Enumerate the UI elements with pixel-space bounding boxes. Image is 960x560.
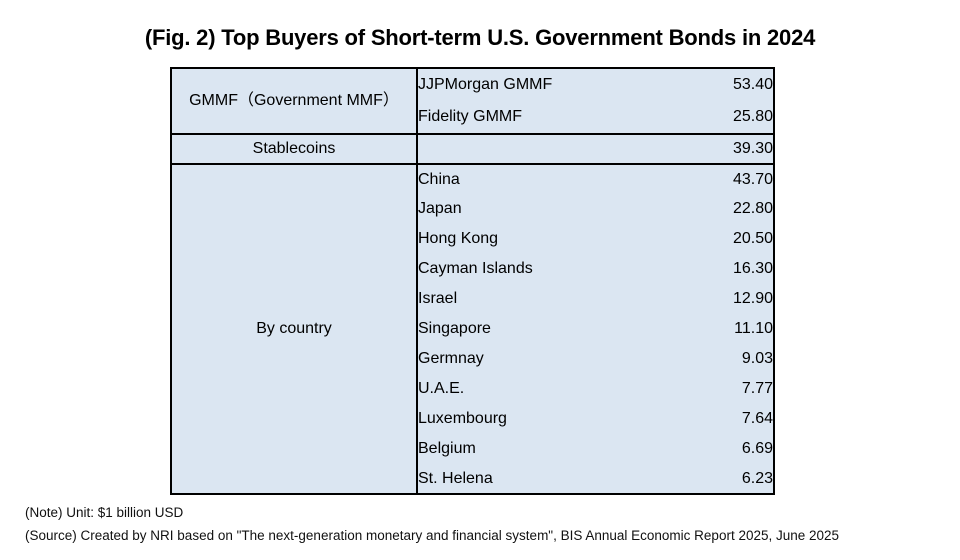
table-row: U.A.E. 7.77 (171, 374, 774, 404)
buyer-name-cell: Israel (418, 290, 458, 308)
buyer-name-cell: JJPMorgan GMMF (418, 76, 553, 94)
buyers-table: GMMF（Government MMF） JJPMorgan GMMF 53.4… (170, 67, 775, 495)
value-cell: 9.03 (741, 350, 773, 368)
category-cell-stablecoins: Stablecoins (171, 133, 418, 164)
table-row: By country China 43.70 (171, 163, 774, 494)
value-cell: 16.30 (732, 260, 773, 278)
buyer-name-cell: Fidelity GMMF (418, 108, 522, 126)
category-cell-by-country: By country (171, 163, 418, 494)
table-row: St. Helena 6.23 (171, 464, 774, 494)
value-cell: 7.77 (741, 380, 773, 398)
table-row: Singapore 11.10 (171, 314, 774, 344)
note-unit: (Note) Unit: $1 billion USD (25, 505, 184, 520)
buyer-name-cell: Belgium (418, 440, 476, 458)
buyer-name-cell: China (417, 163, 639, 194)
category-cell-gmmf: GMMF（Government MMF） (171, 68, 418, 134)
value-cell: 53.40 (732, 76, 773, 94)
value-cell: 25.80 (732, 108, 773, 126)
buyer-name-cell: St. Helena (418, 469, 493, 487)
table-row: Japan 22.80 (171, 194, 774, 224)
table-row: Luxembourg 7.64 (171, 404, 774, 434)
table-row: Israel 12.90 (171, 284, 774, 314)
table-row: Hong Kong 20.50 (171, 224, 774, 254)
value-cell: 43.70 (639, 163, 774, 194)
value-cell: 39.30 (639, 133, 774, 164)
table-row: GMMF（Government MMF） JJPMorgan GMMF 53.4… (171, 68, 774, 134)
note-source: (Source) Created by NRI based on "The ne… (25, 528, 840, 543)
buyer-name-cell: Singapore (418, 320, 491, 338)
value-cell: 20.50 (732, 230, 773, 248)
figure-title: (Fig. 2) Top Buyers of Short-term U.S. G… (144, 25, 816, 50)
buyer-name-cell: Hong Kong (418, 230, 499, 248)
buyer-name-cell: Luxembourg (418, 410, 507, 428)
buyer-name-cell: Japan (418, 200, 462, 218)
table-row: Fidelity GMMF 25.80 (171, 101, 774, 134)
buyer-name-cell: U.A.E. (418, 380, 465, 398)
buyer-name-cell: Germnay (418, 350, 484, 368)
value-cell: 12.90 (732, 290, 773, 308)
value-cell: 22.80 (732, 200, 773, 218)
value-cell: 7.64 (741, 410, 773, 428)
value-cell: 11.10 (734, 320, 773, 338)
buyer-name-cell (417, 133, 639, 164)
buyer-name-cell: Cayman Islands (418, 260, 533, 278)
table-row: Stablecoins 39.30 (171, 133, 774, 164)
value-cell: 6.69 (741, 440, 773, 458)
table-row: Germnay 9.03 (171, 344, 774, 374)
table-row: Cayman Islands 16.30 (171, 254, 774, 284)
value-cell: 6.23 (741, 469, 773, 487)
table-row: Belgium 6.69 (171, 434, 774, 464)
